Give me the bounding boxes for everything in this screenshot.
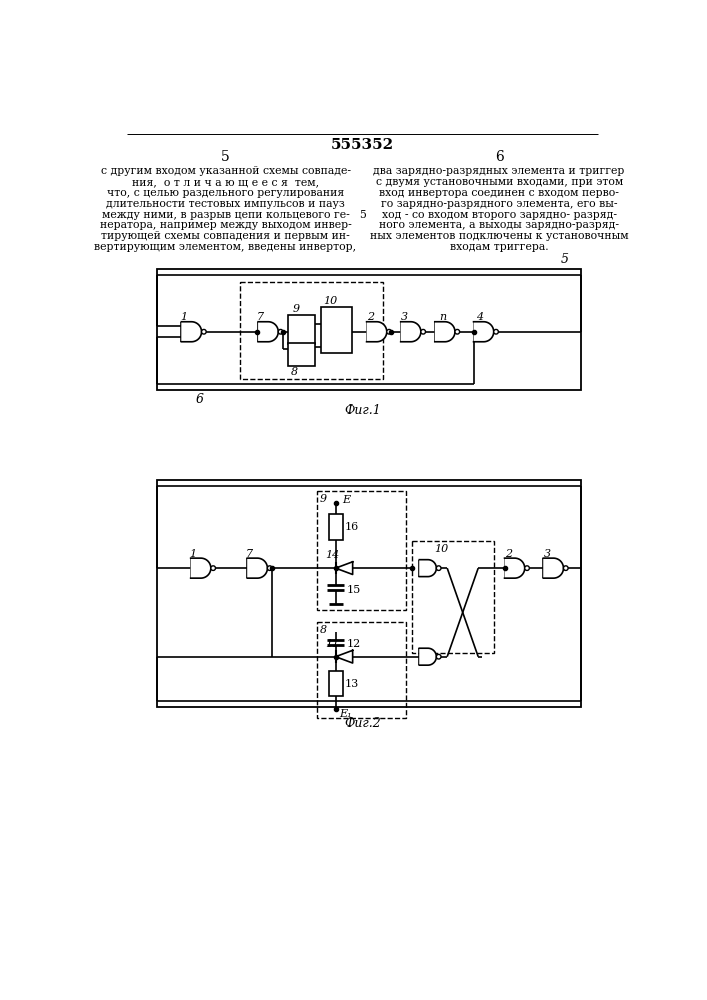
- Polygon shape: [367, 322, 387, 342]
- Text: 8: 8: [320, 625, 327, 635]
- Polygon shape: [505, 558, 525, 578]
- Text: что, с целью раздельного регулирования: что, с целью раздельного регулирования: [107, 188, 344, 198]
- Text: 555352: 555352: [331, 138, 395, 152]
- Text: E: E: [341, 495, 350, 505]
- Text: 7: 7: [246, 549, 253, 559]
- Text: Фиг.1: Фиг.1: [344, 404, 381, 417]
- Text: длительности тестовых импульсов и пауз: длительности тестовых импульсов и пауз: [106, 199, 345, 209]
- Text: 4: 4: [477, 312, 484, 322]
- Text: входам триггера.: входам триггера.: [450, 242, 549, 252]
- Text: 1: 1: [189, 549, 197, 559]
- Polygon shape: [258, 322, 279, 342]
- Text: нератора, например между выходом инвер-: нератора, например между выходом инвер-: [100, 220, 351, 230]
- Polygon shape: [336, 650, 353, 663]
- Circle shape: [211, 566, 216, 570]
- Bar: [329, 671, 343, 696]
- Circle shape: [525, 566, 530, 570]
- Text: 11: 11: [325, 639, 339, 649]
- Bar: [156, 480, 581, 707]
- Text: 10: 10: [323, 296, 337, 306]
- Circle shape: [267, 566, 272, 570]
- Text: 9: 9: [320, 494, 327, 504]
- Text: ного элемента, а выходы зарядно-разряд-: ного элемента, а выходы зарядно-разряд-: [379, 220, 619, 230]
- Text: 5: 5: [560, 253, 568, 266]
- Circle shape: [201, 329, 206, 334]
- Bar: [412, 541, 493, 653]
- Text: 5: 5: [221, 150, 230, 164]
- Text: 10: 10: [435, 544, 449, 554]
- Text: E₁: E₁: [339, 709, 352, 719]
- Polygon shape: [435, 322, 455, 342]
- Text: 5: 5: [359, 210, 366, 220]
- Polygon shape: [401, 322, 421, 342]
- Text: n: n: [439, 312, 446, 322]
- Text: 1: 1: [180, 312, 187, 322]
- Text: 9: 9: [293, 304, 300, 314]
- Text: го зарядно-разрядного элемента, его вы-: го зарядно-разрядного элемента, его вы-: [381, 199, 617, 209]
- Text: ход - со входом второго зарядно- разряд-: ход - со входом второго зарядно- разряд-: [382, 210, 617, 220]
- Text: 15: 15: [346, 585, 361, 595]
- Bar: [329, 514, 343, 540]
- Bar: [240, 282, 383, 379]
- Bar: [317, 491, 406, 610]
- Text: 6: 6: [195, 393, 203, 406]
- Text: 3: 3: [544, 549, 551, 559]
- Circle shape: [387, 329, 392, 334]
- Text: тирующей схемы совпадения и первым ин-: тирующей схемы совпадения и первым ин-: [101, 231, 350, 241]
- Text: 13: 13: [345, 679, 359, 689]
- Text: 6: 6: [495, 150, 503, 164]
- Text: 3: 3: [401, 312, 408, 322]
- Circle shape: [455, 329, 460, 334]
- Text: с другим входом указанной схемы совпаде-: с другим входом указанной схемы совпаде-: [100, 166, 351, 176]
- Bar: [288, 315, 315, 344]
- Circle shape: [279, 329, 283, 334]
- Text: ния,  о т л и ч а ю щ е е с я  тем,: ния, о т л и ч а ю щ е е с я тем,: [132, 177, 319, 187]
- Polygon shape: [182, 322, 201, 342]
- Polygon shape: [336, 562, 353, 574]
- Bar: [288, 343, 315, 366]
- Text: вход инвертора соединен с входом перво-: вход инвертора соединен с входом перво-: [379, 188, 619, 198]
- Text: 8: 8: [291, 367, 298, 377]
- Bar: [317, 622, 406, 718]
- Text: Фиг.2: Фиг.2: [344, 717, 381, 730]
- Text: 2: 2: [367, 312, 374, 322]
- Text: два зарядно-разрядных элемента и триггер: два зарядно-разрядных элемента и триггер: [373, 166, 625, 176]
- Text: между ними, в разрыв цепи кольцевого ге-: между ними, в разрыв цепи кольцевого ге-: [102, 210, 349, 220]
- Text: ных элементов подключены к установочным: ных элементов подключены к установочным: [370, 231, 629, 241]
- Text: 14: 14: [325, 550, 339, 560]
- Text: 2: 2: [505, 549, 512, 559]
- Text: 16: 16: [345, 522, 359, 532]
- Polygon shape: [419, 560, 436, 577]
- Polygon shape: [247, 558, 267, 578]
- Polygon shape: [191, 558, 211, 578]
- Bar: [156, 269, 581, 390]
- Polygon shape: [474, 322, 493, 342]
- Polygon shape: [419, 648, 436, 665]
- Circle shape: [493, 329, 498, 334]
- Circle shape: [563, 566, 568, 570]
- Bar: [321, 307, 352, 353]
- Polygon shape: [543, 558, 563, 578]
- Text: вертирующим элементом, введены инвертор,: вертирующим элементом, введены инвертор,: [95, 242, 356, 252]
- Circle shape: [436, 654, 441, 659]
- Text: 7: 7: [257, 312, 264, 322]
- Text: с двумя установочными входами, при этом: с двумя установочными входами, при этом: [375, 177, 623, 187]
- Circle shape: [436, 566, 441, 570]
- Circle shape: [421, 329, 426, 334]
- Text: 12: 12: [346, 639, 361, 649]
